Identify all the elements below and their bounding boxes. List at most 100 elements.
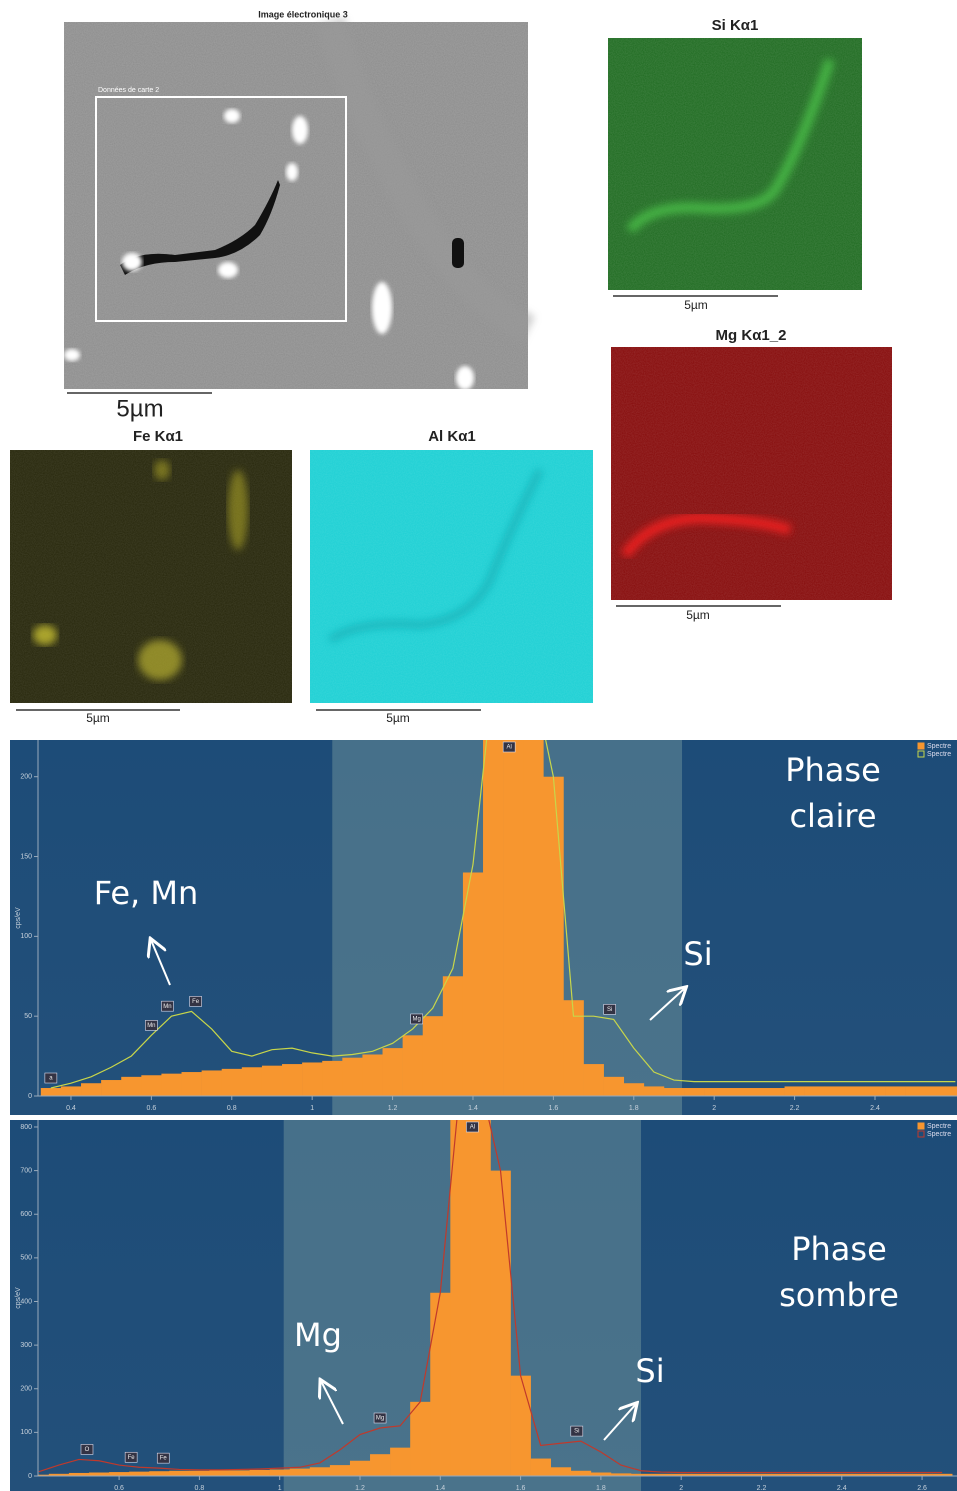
spectrum-bar [302, 1062, 323, 1096]
arrow [603, 1404, 636, 1441]
y-axis-label: cps/eV [15, 1287, 22, 1309]
spectrum-bar [382, 1048, 403, 1096]
peak-label: Fe [128, 1455, 136, 1461]
spectrum-bar [751, 1473, 772, 1476]
spectrum-bar [181, 1072, 202, 1096]
spectrum-bar [189, 1470, 210, 1476]
spectrum-bar [422, 1016, 444, 1096]
peak-marker [124, 1451, 138, 1463]
y-tick-label: 800 [20, 1124, 32, 1131]
spectrum-bar [462, 872, 484, 1096]
y-tick-label: 600 [20, 1211, 32, 1218]
x-tick-label: 1.4 [468, 1105, 478, 1112]
spectrum-bar [442, 976, 464, 1096]
spectrum-bar [322, 1060, 343, 1096]
y-tick-label: 50 [24, 1013, 32, 1020]
x-tick-label: 0.8 [227, 1105, 237, 1112]
peak-label: Fe [192, 999, 200, 1005]
x-tick-label: 1.2 [355, 1485, 365, 1491]
spectrum-bar [905, 1086, 926, 1096]
y-tick-label: 150 [20, 853, 32, 860]
spectrum-bar [831, 1473, 853, 1476]
spectrum-bar [851, 1473, 873, 1476]
spectrum-bar [744, 1088, 765, 1096]
annotation: Si [683, 935, 712, 973]
spectrum-bar [891, 1473, 913, 1476]
map-title: Mg Kα1_2 [716, 327, 787, 344]
spectrum-bar [161, 1073, 182, 1096]
spectrum-bar [663, 1088, 685, 1096]
legend-label: Spectre [927, 1131, 951, 1138]
spectrum-bar [731, 1473, 752, 1476]
spectrum-bar [221, 1068, 243, 1096]
x-tick-label: 1.2 [388, 1105, 398, 1112]
scale-label: 5µm [686, 608, 710, 622]
spectrum-bar [209, 1470, 230, 1476]
peak-label: Mn [147, 1023, 155, 1029]
x-tick-label: 1.4 [435, 1485, 445, 1491]
peak-label: Mg [413, 1017, 421, 1023]
spectrum-bar [129, 1471, 150, 1476]
spectrum-bar [724, 1088, 745, 1096]
x-tick-label: 0.6 [147, 1105, 157, 1112]
x-tick-label: 1 [278, 1485, 282, 1491]
spectrum-bar [141, 1075, 162, 1096]
x-tick-label: 0.4 [66, 1105, 76, 1112]
spectrum-bar [691, 1473, 712, 1476]
annotation: Phase [791, 1230, 887, 1268]
x-tick-label: 1.8 [629, 1105, 639, 1112]
spectrum-bar [289, 1468, 311, 1476]
peak-marker [603, 1004, 616, 1015]
spectrum-bar [40, 1088, 62, 1096]
annotation: sombre [779, 1276, 899, 1314]
spectrum-bar [68, 1472, 90, 1476]
spectrum-bar [543, 776, 564, 1096]
image-title: Image électronique 3 [258, 9, 348, 19]
spectrum-bar [530, 1458, 551, 1476]
scale-label: 5µm [116, 395, 163, 422]
spectrum-bar [450, 1120, 471, 1476]
y-tick-label: 100 [20, 1429, 32, 1436]
spectrum-bar [410, 1401, 431, 1476]
arrow [321, 1381, 344, 1425]
spectrum-bar [945, 1086, 957, 1096]
peak-marker [44, 1072, 58, 1084]
spectrum-bar [784, 1086, 805, 1096]
legend-swatch [917, 1122, 925, 1130]
spectrum-bar [269, 1469, 291, 1476]
peak-marker [570, 1425, 584, 1437]
spectrum-bar [651, 1473, 672, 1476]
spectrum-line [50, 740, 956, 1089]
annotation: claire [789, 797, 876, 835]
peak-marker [161, 1000, 174, 1012]
spectrum-bar [229, 1470, 250, 1476]
legend-label: Spectre [927, 1123, 951, 1130]
spectrum-bar [811, 1473, 833, 1476]
map-title: Fe Kα1 [133, 428, 183, 445]
peak-marker [410, 1013, 423, 1025]
spectrum-bar [603, 1076, 625, 1096]
peak-label: Si [574, 1429, 579, 1435]
spectrum-bar [261, 1065, 283, 1096]
annotation: Phase [785, 751, 881, 789]
peak-label: Al [470, 1125, 475, 1131]
peak-marker [373, 1412, 387, 1424]
x-tick-label: 2.6 [917, 1485, 927, 1491]
spectrum-bar [932, 1473, 953, 1476]
spectrum-bar [342, 1057, 363, 1096]
spectrum-bar [470, 1120, 491, 1476]
sem-image: Image électronique 3 Données de carte 2 … [64, 9, 536, 422]
x-tick-label: 2.2 [757, 1485, 767, 1491]
spectrum-bar [490, 1170, 511, 1476]
annotation: Si [635, 1352, 664, 1390]
spectrum-bar [510, 1375, 531, 1476]
spectrum-bar [871, 1473, 893, 1476]
x-tick-label: 2.2 [790, 1105, 800, 1112]
peak-marker [145, 1020, 158, 1031]
mg-map: Mg Kα1_2 5µm [611, 327, 892, 622]
annotation: Fe, Mn [94, 874, 199, 912]
peak-marker [80, 1444, 94, 1455]
x-tick-label: 1.6 [549, 1105, 559, 1112]
y-axis-label: cps/eV [15, 907, 22, 929]
